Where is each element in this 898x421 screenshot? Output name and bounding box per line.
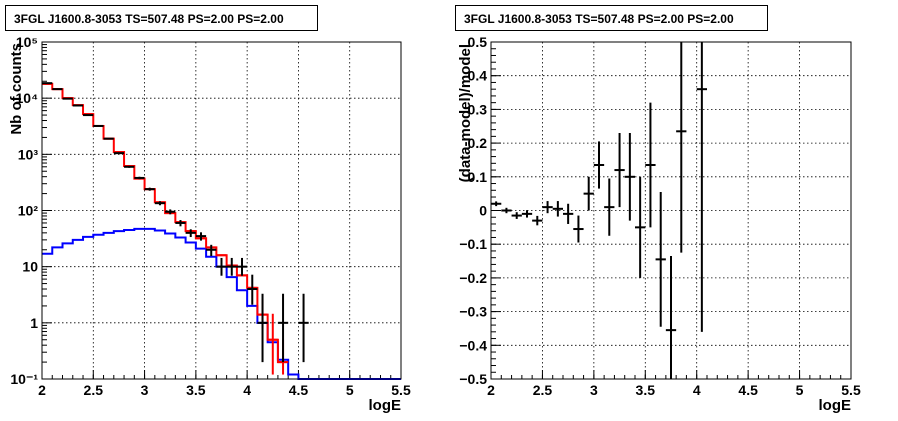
x-axis-title: logE — [819, 397, 852, 414]
x-tick-label: 3 — [590, 382, 598, 398]
x-tick-label: 2 — [487, 382, 495, 398]
x-tick-label: 4.5 — [738, 382, 758, 398]
x-tick-label: 3.5 — [186, 382, 206, 398]
y-tick-label: 10⁻¹ — [10, 371, 38, 387]
y-tick-label: 0.2 — [468, 135, 488, 151]
x-tick-label: 3.5 — [636, 382, 656, 398]
x-tick-label: 2.5 — [84, 382, 104, 398]
x-tick-label: 4 — [693, 382, 701, 398]
residuals-chart: 2 2.5 3 3.5 4 4.5 5 5.5 −0.5 −0.4 −0.3 −0.2 −0.1 0 0.1… — [457, 34, 861, 414]
x-tick-label: 4.5 — [289, 382, 309, 398]
y-tick-label: −0.4 — [459, 337, 487, 353]
y-tick-label: 1 — [30, 315, 38, 331]
left-chart-title: 3FGL J1600.8-3053 TS=507.48 PS=2.00 PS=2… — [5, 5, 318, 31]
y-tick-label: 0.1 — [468, 169, 488, 185]
x-tick-label: 2.5 — [533, 382, 553, 398]
y-tick-label: −0.5 — [459, 371, 487, 387]
y-axis-title: (data-model)/model — [457, 44, 474, 182]
left-chart-pad: 3FGL J1600.8-3053 TS=507.48 PS=2.00 PS=2… — [5, 5, 411, 414]
y-tick-label: −0.1 — [459, 236, 487, 252]
x-tick-label: 4 — [243, 382, 251, 398]
y-tick-label: 10⁵ — [16, 34, 38, 50]
x-tick-label: 2 — [38, 382, 46, 398]
y-tick-label: 10⁴ — [16, 90, 39, 106]
plot-frame — [490, 41, 852, 380]
y-axis-title: Nb of counts — [8, 43, 25, 135]
y-tick-label: 0.5 — [468, 34, 488, 50]
x-tick-label: 3 — [141, 382, 149, 398]
histogram-step-line — [42, 82, 289, 364]
right-chart-title: 3FGL J1600.8-3053 TS=507.48 PS=2.00 PS=2… — [455, 5, 768, 31]
y-tick-label: −0.3 — [459, 304, 487, 320]
plot-area — [42, 42, 401, 379]
plot-frame — [41, 41, 402, 380]
x-tick-label: 5 — [346, 382, 354, 398]
right-chart-pad: 3FGL J1600.8-3053 TS=507.48 PS=2.00 PS=2… — [449, 0, 898, 421]
y-tick-label: 10 — [22, 259, 38, 275]
x-axis-title: logE — [369, 397, 402, 414]
x-tick-label: 5.5 — [841, 382, 861, 398]
x-tick-label: 5 — [796, 382, 804, 398]
counts-histogram-chart: 2 2.5 3 3.5 4 4.5 5 5.5 10⁻¹ 1 10 10² 10³ 10⁴ 10⁵ logE N… — [8, 34, 411, 414]
y-tick-label: −0.2 — [459, 270, 487, 286]
x-tick-label: 5.5 — [391, 382, 411, 398]
y-tick-label: 0 — [479, 203, 487, 219]
y-tick-label: 10³ — [18, 146, 39, 162]
y-tick-label: 0.3 — [468, 101, 488, 117]
y-tick-label: 10² — [18, 203, 39, 219]
y-tick-label: 0.4 — [468, 68, 488, 84]
